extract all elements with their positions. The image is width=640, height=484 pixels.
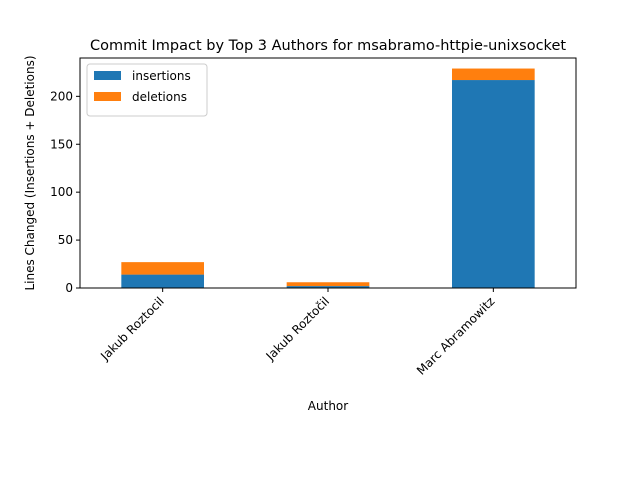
x-tick-label-0: Jakub Roztocil (97, 294, 166, 363)
bar-insertions-0 (121, 274, 204, 288)
bar-deletions-2 (452, 68, 535, 81)
y-axis-label: Lines Changed (Insertions + Deletions) (23, 55, 37, 290)
y-tick-label-1: 50 (58, 233, 73, 247)
y-tick-label-4: 200 (50, 89, 73, 103)
y-tick-label-0: 0 (65, 281, 73, 295)
bar-deletions-0 (121, 262, 204, 275)
x-axis-label: Author (308, 399, 348, 413)
legend-swatch-insertions (94, 71, 121, 80)
y-tick-label-3: 150 (50, 137, 73, 151)
y-axis: 0 50 100 150 200 (50, 89, 80, 295)
legend-label-deletions: deletions (132, 90, 187, 104)
bar-insertions-1 (286, 286, 370, 288)
plot-frame (79, 57, 577, 289)
bars-layer (121, 68, 535, 288)
legend-swatch-deletions (94, 92, 121, 101)
bar-insertions-2 (452, 80, 535, 288)
legend-label-insertions: insertions (132, 69, 191, 83)
x-tick-label-1: Jakub Roztočil (263, 294, 332, 363)
x-tick-label-2: Marc Abramowitz (414, 294, 498, 378)
x-axis: Jakub Roztocil Jakub Roztočil Marc Abramow… (97, 288, 497, 378)
bar-deletions-1 (286, 282, 370, 287)
chart-title: Commit Impact by Top 3 Authors for msabr… (90, 38, 566, 54)
legend: insertions deletions (86, 63, 208, 117)
y-tick-label-2: 100 (50, 185, 73, 199)
